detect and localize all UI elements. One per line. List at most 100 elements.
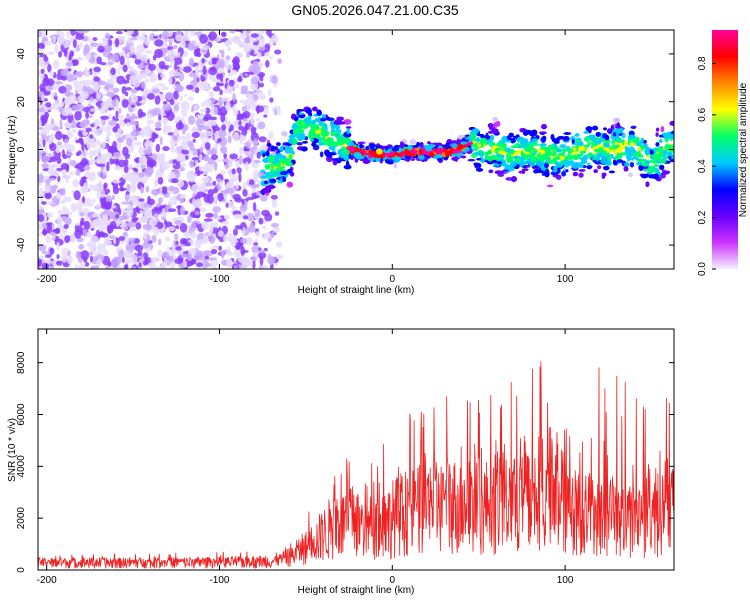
noise-blob	[135, 50, 141, 60]
noise-blob	[243, 110, 251, 119]
noise-blob	[80, 90, 89, 97]
noise-blob	[133, 168, 139, 173]
noise-blob	[216, 73, 222, 80]
noise-blob	[74, 264, 79, 269]
signal-blob	[264, 180, 268, 185]
signal-blob	[300, 146, 308, 152]
signal-blob	[636, 142, 640, 147]
signal-blob	[343, 164, 352, 170]
noise-blob	[270, 231, 275, 239]
signal-blob	[385, 146, 389, 151]
noise-blob	[220, 250, 225, 259]
signal-blob	[664, 144, 672, 151]
noise-blob	[229, 124, 234, 132]
signal-blob	[608, 146, 616, 150]
noise-blob	[212, 180, 217, 186]
noise-blob	[196, 262, 203, 268]
noise-blob	[175, 51, 181, 57]
signal-blob	[270, 145, 275, 152]
noise-blob	[171, 244, 176, 255]
noise-blob	[141, 179, 147, 184]
noise-blob	[119, 224, 126, 228]
colorbar-tick-label: 0.6	[697, 107, 708, 121]
noise-blob	[199, 153, 203, 161]
noise-blob	[107, 61, 114, 66]
noise-blob	[110, 156, 117, 160]
noise-blob	[75, 202, 83, 211]
noise-blob	[106, 151, 112, 160]
noise-blob	[59, 118, 63, 128]
noise-blob	[41, 250, 48, 255]
noise-blob	[40, 192, 46, 198]
noise-blob	[168, 185, 175, 192]
noise-blob	[174, 257, 183, 265]
noise-blob	[195, 114, 205, 118]
signal-blob	[314, 130, 321, 135]
noise-blob	[138, 146, 145, 156]
signal-blob	[341, 148, 349, 155]
signal-blob	[471, 128, 480, 134]
noise-blob	[93, 149, 97, 156]
noise-blob	[123, 159, 129, 167]
signal-blob	[290, 133, 295, 139]
noise-blob	[201, 57, 205, 64]
signal-blob	[487, 123, 494, 128]
noise-blob	[166, 111, 175, 122]
noise-blob	[38, 244, 47, 252]
signal-blob	[444, 143, 450, 151]
signal-blob	[378, 154, 386, 159]
noise-blob	[145, 49, 153, 54]
noise-blob	[255, 117, 260, 122]
noise-blob	[242, 189, 248, 197]
noise-blob	[75, 251, 81, 259]
noise-blob	[38, 258, 43, 268]
signal-blob	[658, 152, 662, 159]
signal-blob	[579, 157, 588, 161]
noise-blob	[111, 194, 115, 201]
noise-blob	[58, 106, 64, 113]
colorbar-tick-label: 0.4	[697, 159, 708, 173]
noise-blob	[162, 208, 166, 215]
signal-blob	[262, 152, 266, 158]
signal-blob	[473, 162, 479, 166]
noise-blob	[86, 202, 95, 207]
signal-blob	[572, 156, 579, 160]
noise-blob	[257, 121, 266, 130]
noise-blob	[118, 187, 128, 191]
noise-blob	[61, 149, 66, 158]
signal-blob	[419, 154, 425, 161]
signal-blob	[654, 152, 659, 159]
signal-blob	[539, 149, 546, 155]
noise-blob	[163, 125, 167, 135]
signal-blob	[592, 125, 599, 131]
noise-blob	[247, 226, 257, 233]
noise-blob	[219, 49, 223, 54]
spectrogram-x-axis-label: Height of straight line (km)	[298, 285, 415, 296]
noise-blob	[252, 169, 259, 179]
noise-blob	[235, 242, 244, 246]
signal-blob	[629, 157, 635, 161]
noise-blob	[267, 256, 276, 265]
noise-blob	[95, 203, 101, 211]
noise-blob	[152, 54, 157, 61]
noise-blob	[253, 242, 259, 246]
noise-blob	[147, 159, 157, 167]
noise-blob	[239, 146, 244, 155]
noise-blob	[173, 130, 178, 137]
noise-blob	[221, 97, 231, 102]
noise-blob	[99, 62, 107, 66]
noise-blob	[84, 66, 88, 76]
noise-blob	[61, 247, 69, 255]
noise-blob	[224, 64, 230, 70]
noise-blob	[77, 197, 83, 205]
noise-blob	[89, 97, 94, 102]
noise-blob	[63, 122, 72, 129]
noise-blob	[56, 141, 63, 146]
noise-blob	[55, 199, 60, 206]
noise-blob	[252, 176, 258, 183]
noise-blob	[254, 208, 261, 217]
signal-blob	[479, 137, 488, 144]
signal-blob	[335, 133, 341, 139]
noise-blob	[227, 46, 232, 52]
